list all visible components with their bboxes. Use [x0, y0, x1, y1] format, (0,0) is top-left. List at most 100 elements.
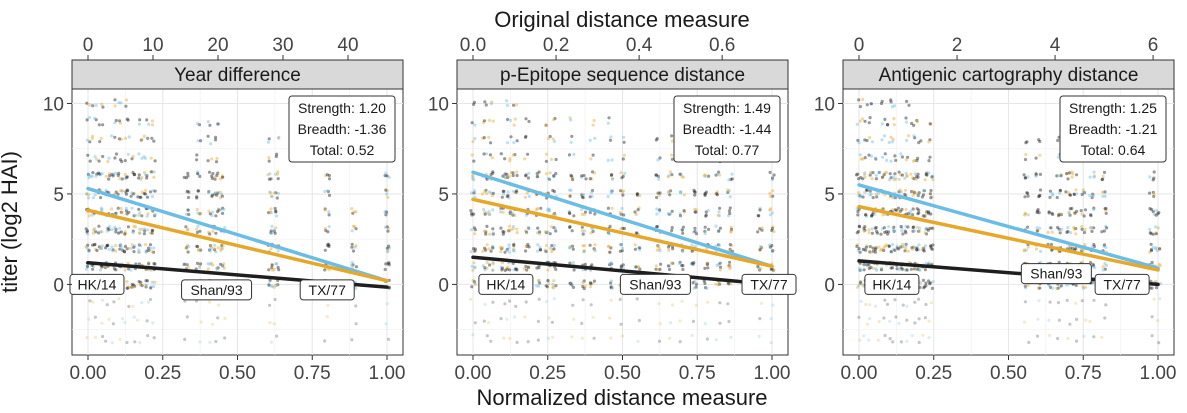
- y-tick-label: 0: [53, 275, 64, 296]
- bottom-tick-label: 0.00: [841, 363, 878, 384]
- data-point: [323, 208, 327, 212]
- data-point: [125, 247, 129, 251]
- data-point: [198, 174, 202, 178]
- strain-label: HK/14: [478, 273, 534, 295]
- data-point: [502, 192, 506, 196]
- data-point: [116, 206, 120, 210]
- data-point: [187, 212, 191, 217]
- data-point: [670, 139, 674, 143]
- data-point: [144, 250, 148, 254]
- data-point: [667, 264, 672, 268]
- data-point: [1088, 175, 1092, 179]
- data-point: [885, 123, 890, 127]
- data-point: [1154, 247, 1158, 251]
- data-point: [693, 229, 697, 233]
- data-point: [548, 171, 552, 175]
- data-point: [1082, 214, 1086, 218]
- data-point: [196, 189, 200, 193]
- data-point: [216, 207, 221, 211]
- data-point: [100, 207, 104, 211]
- data-point: [900, 267, 904, 271]
- data-point: [703, 191, 707, 196]
- data-point: [267, 177, 271, 181]
- data-point: [104, 339, 108, 343]
- data-point: [267, 211, 271, 215]
- data-point: [911, 229, 915, 233]
- data-point: [208, 249, 212, 253]
- data-point: [272, 322, 276, 326]
- data-point: [386, 262, 390, 266]
- data-point: [702, 174, 706, 178]
- data-point: [503, 250, 507, 254]
- data-point: [277, 268, 281, 272]
- data-point: [728, 195, 732, 199]
- data-point: [1075, 317, 1079, 321]
- data-point: [771, 194, 775, 198]
- data-point: [1081, 188, 1086, 192]
- data-point: [327, 193, 332, 197]
- data-point: [703, 231, 707, 236]
- data-point: [524, 244, 528, 248]
- data-point: [718, 268, 723, 272]
- data-point: [91, 104, 95, 108]
- data-point: [551, 188, 555, 193]
- data-point: [1148, 250, 1152, 254]
- data-point: [901, 232, 905, 236]
- data-point: [583, 212, 587, 216]
- data-point: [1155, 249, 1159, 253]
- data-point: [915, 225, 919, 229]
- data-point: [220, 192, 224, 196]
- data-point: [88, 103, 92, 107]
- data-point: [1046, 230, 1050, 235]
- data-point: [896, 206, 901, 210]
- strain-label-text: Shan/93: [1030, 266, 1082, 282]
- data-point: [470, 153, 474, 157]
- data-point: [523, 195, 527, 199]
- data-point: [223, 316, 227, 320]
- data-point: [770, 176, 775, 180]
- data-point: [706, 208, 711, 212]
- data-point: [582, 249, 586, 253]
- data-point: [609, 189, 613, 193]
- data-point: [914, 177, 919, 181]
- data-point: [1089, 214, 1093, 218]
- data-point: [718, 265, 723, 269]
- data-point: [769, 341, 773, 345]
- data-point: [524, 213, 528, 217]
- data-point: [856, 172, 860, 176]
- data-point: [275, 262, 279, 266]
- data-point: [140, 301, 144, 305]
- data-point: [915, 175, 919, 179]
- data-point: [124, 232, 128, 236]
- data-point: [619, 227, 623, 231]
- data-point: [106, 159, 110, 164]
- data-point: [668, 170, 673, 174]
- data-point: [568, 194, 572, 198]
- data-point: [1026, 283, 1030, 288]
- data-point: [207, 230, 211, 234]
- data-point: [692, 261, 696, 265]
- data-point: [152, 284, 156, 289]
- data-point: [909, 267, 914, 271]
- data-point: [1079, 209, 1083, 213]
- data-point: [1066, 171, 1070, 175]
- data-point: [917, 141, 921, 145]
- data-point: [877, 170, 881, 175]
- data-point: [867, 228, 871, 232]
- data-point: [916, 229, 921, 233]
- data-point: [484, 232, 488, 236]
- data-point: [107, 156, 111, 160]
- data-point: [545, 243, 549, 247]
- data-point: [98, 268, 103, 272]
- data-point: [1051, 286, 1055, 290]
- data-point: [1091, 192, 1095, 196]
- data-point: [714, 224, 718, 228]
- data-point: [619, 212, 623, 216]
- data-point: [925, 171, 929, 175]
- data-point: [912, 191, 917, 195]
- data-point: [1038, 193, 1042, 197]
- data-point: [119, 210, 123, 214]
- data-point: [196, 189, 200, 193]
- data-point: [1074, 339, 1079, 343]
- data-point: [670, 209, 674, 213]
